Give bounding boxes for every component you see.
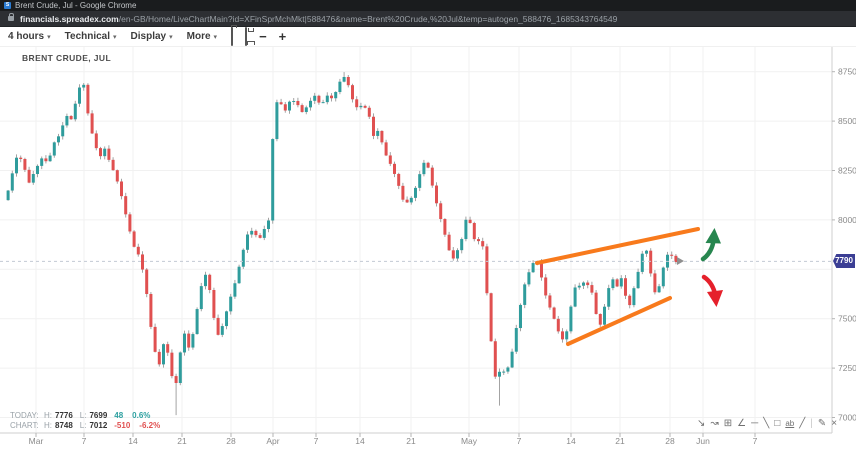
last-price-marker: [677, 257, 684, 265]
svg-text:8500: 8500: [838, 116, 856, 126]
browser-url-bar[interactable]: financials.spreadex.com/en-GB/Home/LiveC…: [0, 11, 856, 27]
open-folder-icon[interactable]: [231, 26, 234, 46]
price-chart-canvas[interactable]: Mar 7 14 21 28 Apr 7 14 21 May 7 14 21 28 Jun 7 8750 8500…: [0, 47, 856, 449]
svg-text:8750: 8750: [838, 67, 856, 77]
timeframe-label: 4 hours: [8, 31, 45, 42]
polyline-icon[interactable]: ↝: [710, 418, 719, 429]
bullish-arrow[interactable]: [700, 228, 721, 262]
separator: |: [810, 418, 813, 429]
chart-legend: TODAY: H: 7776 L: 7699 48 0.6% CHART: H: 8748 L: 7…: [10, 411, 169, 430]
svg-text:7: 7: [82, 436, 87, 446]
svg-text:Mar: Mar: [29, 436, 44, 446]
chevron-down-icon: ▾: [213, 33, 218, 41]
svg-text:14: 14: [128, 436, 138, 446]
chart-high: 8748: [55, 420, 73, 430]
svg-text:7000: 7000: [838, 413, 856, 423]
today-change: 48: [114, 411, 124, 420]
candles[interactable]: [6, 72, 678, 416]
y-axis-labels: 8750 8500 8250 8000 7500 7250 7000: [832, 67, 856, 423]
technical-dropdown[interactable]: Technical ▾: [65, 31, 117, 42]
svg-text:21: 21: [406, 436, 416, 446]
more-label: More: [186, 31, 211, 42]
spreadex-favicon: S: [4, 2, 11, 9]
today-label: TODAY:: [10, 411, 39, 420]
x-axis-labels: Mar 7 14 21 28 Apr 7 14 21 May 7 14 21 28 Jun 7: [29, 436, 758, 446]
svg-text:Jun: Jun: [696, 436, 710, 446]
svg-text:14: 14: [355, 436, 365, 446]
pencil-icon[interactable]: ✎: [817, 418, 827, 429]
svg-text:28: 28: [226, 436, 236, 446]
svg-text:Apr: Apr: [266, 436, 279, 446]
text-icon[interactable]: ab: [785, 419, 795, 428]
chevron-down-icon: ▾: [169, 33, 173, 41]
browser-titlebar: S Brent Crude, Jul - Google Chrome: [0, 0, 856, 11]
today-change-pct: 0.6%: [132, 411, 151, 420]
display-label: Display: [130, 31, 167, 42]
url-text[interactable]: financials.spreadex.com/en-GB/Home/LiveC…: [20, 14, 617, 24]
more-dropdown[interactable]: More ▾: [187, 31, 217, 42]
low-label: L:: [79, 411, 87, 420]
horizontal-line-icon[interactable]: ─: [751, 418, 759, 429]
trendline-icon[interactable]: ╱: [799, 418, 806, 429]
timeframe-dropdown[interactable]: 4 hours ▾: [8, 31, 51, 42]
svg-text:7250: 7250: [838, 363, 856, 373]
cursor-icon[interactable]: ↘: [697, 418, 706, 429]
chevron-down-icon: ▾: [113, 33, 117, 41]
trendlines[interactable]: [535, 227, 700, 346]
current-price-badge: 7790: [833, 254, 855, 268]
svg-text:7500: 7500: [838, 314, 856, 324]
chart-label: CHART:: [10, 420, 39, 430]
save-icon[interactable]: [245, 26, 248, 46]
lock-icon: [8, 13, 14, 21]
chart-area[interactable]: Mar 7 14 21 28 Apr 7 14 21 May 7 14 21 28 Jun 7 8750 8500…: [0, 47, 856, 449]
chart-title: BRENT CRUDE, JUL: [22, 53, 112, 63]
svg-text:8250: 8250: [838, 166, 856, 176]
zoom-in-button[interactable]: +: [278, 28, 287, 44]
svg-text:7: 7: [753, 436, 758, 446]
svg-text:7: 7: [517, 436, 522, 446]
legend-chart-row: CHART: H: 8748 L: 7012 -510 -6.2%: [10, 421, 169, 431]
technical-label: Technical: [64, 31, 111, 42]
chart-toolbar: 4 hours ▾ Technical ▾ Display ▾ More ▾ − +: [0, 26, 856, 47]
svg-text:21: 21: [615, 436, 625, 446]
chart-low: 7012: [89, 420, 108, 430]
today-high: 7776: [55, 411, 73, 420]
close-icon[interactable]: ×: [831, 418, 838, 429]
svg-text:14: 14: [566, 436, 576, 446]
svg-text:28: 28: [665, 436, 675, 446]
svg-text:21: 21: [177, 436, 187, 446]
svg-text:7: 7: [314, 436, 319, 446]
legend-today-row: TODAY: H: 7776 L: 7699 48 0.6%: [10, 411, 169, 421]
chart-change-pct: -6.2%: [139, 420, 161, 430]
drawing-toolbar: ↘ ↝ ⊞ ∠ ─ ╲ □ ab ╱ | ✎ ×: [697, 418, 842, 430]
diagonal-line-icon[interactable]: ╲: [763, 418, 770, 429]
display-dropdown[interactable]: Display ▾: [131, 31, 173, 42]
svg-text:May: May: [461, 436, 478, 446]
chart-change: -510: [114, 420, 131, 430]
window-title: Brent Crude, Jul - Google Chrome: [15, 1, 137, 10]
url-domain: financials.spreadex.com: [20, 13, 119, 24]
today-low: 7699: [89, 411, 108, 420]
high-label: H:: [44, 420, 52, 430]
chevron-down-icon: ▾: [47, 33, 51, 41]
gridlines: [0, 47, 832, 433]
url-path: /en-GB/Home/LiveChartMain?id=XFinSprMchM…: [118, 13, 618, 24]
low-label: L:: [79, 420, 87, 430]
zoom-out-button[interactable]: −: [259, 28, 267, 44]
svg-text:8000: 8000: [838, 215, 856, 225]
rectangle-icon[interactable]: □: [774, 418, 781, 429]
trend-angle-icon[interactable]: ∠: [737, 418, 747, 429]
chart-type-icon[interactable]: ⊞: [723, 418, 733, 429]
high-label: H:: [44, 411, 52, 420]
axes: [0, 47, 833, 437]
bearish-arrow[interactable]: [701, 274, 723, 307]
